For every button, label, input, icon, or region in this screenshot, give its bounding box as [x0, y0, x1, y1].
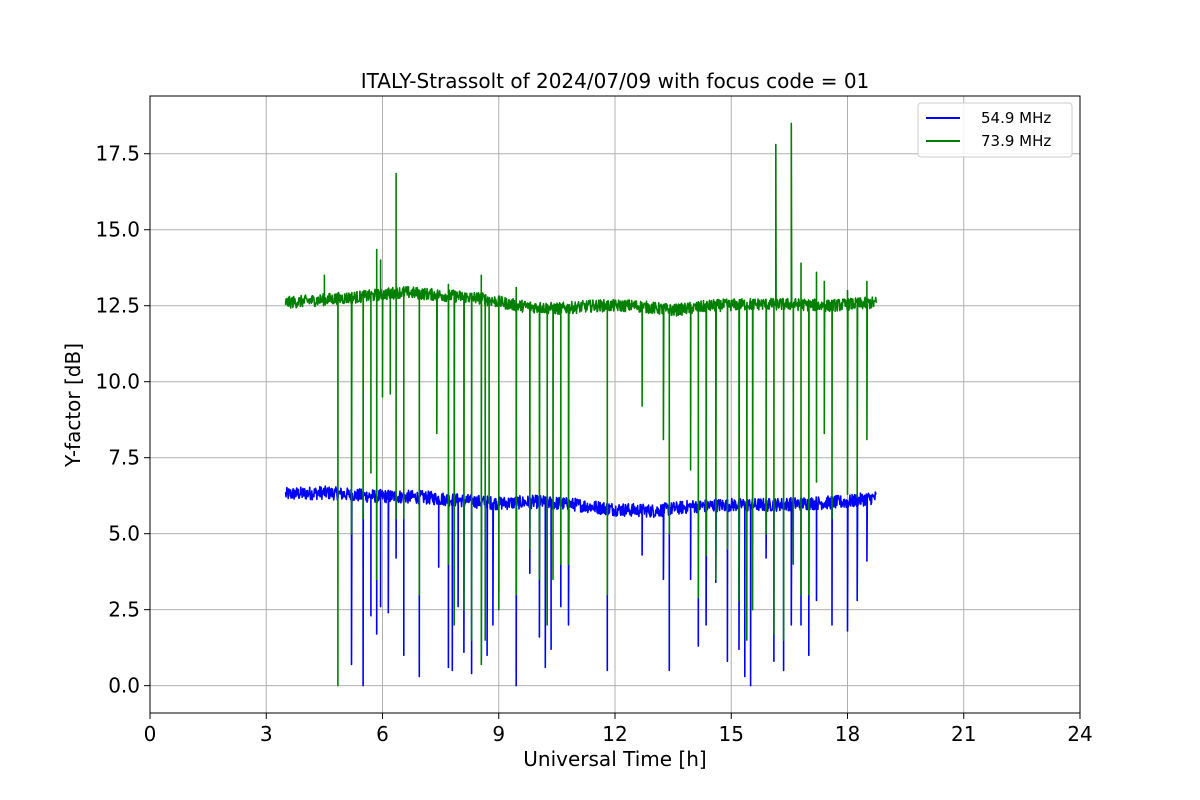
y-tick-label: 10.0	[95, 370, 140, 394]
x-tick-label: 9	[492, 722, 505, 746]
x-tick-label: 15	[719, 722, 744, 746]
x-tick-label: 18	[835, 722, 860, 746]
y-tick-label: 15.0	[95, 218, 140, 242]
x-tick-label: 0	[144, 722, 157, 746]
series-line-1	[284, 485, 877, 687]
x-tick-label: 6	[376, 722, 389, 746]
x-tick-label: 24	[1067, 722, 1092, 746]
chart-title: ITALY-Strassolt of 2024/07/09 with focus…	[361, 69, 870, 93]
x-tick-label: 21	[951, 722, 976, 746]
legend: 54.9 MHz 73.9 MHz	[917, 102, 1073, 158]
x-axis-label: Universal Time [h]	[523, 747, 706, 771]
legend-label-1: 54.9 MHz	[981, 109, 1051, 127]
y-tick-label: 2.5	[108, 598, 140, 622]
y-axis-label: Y-factor [dB]	[61, 343, 85, 468]
y-tick-label: 7.5	[108, 446, 140, 470]
y-tick-label: 12.5	[95, 294, 140, 318]
series-line-2	[284, 122, 878, 687]
y-tick-label: 0.0	[108, 674, 140, 698]
legend-label-2: 73.9 MHz	[981, 132, 1051, 150]
y-tick-label: 5.0	[108, 522, 140, 546]
y-tick-label: 17.5	[95, 142, 140, 166]
axis-ticks: 0 3 6 9 12 15 18 21 24 0.0 2.5 5.0 7.5 10.0 12.5 15.0 17…	[95, 142, 1092, 746]
legend-box	[917, 102, 1073, 158]
x-tick-label: 3	[260, 722, 273, 746]
x-tick-label: 12	[602, 722, 627, 746]
series-layer	[284, 122, 878, 687]
